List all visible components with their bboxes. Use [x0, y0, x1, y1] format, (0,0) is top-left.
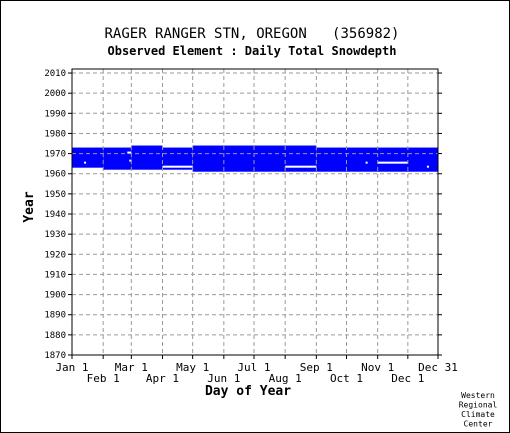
y-tick-label-1970: 1970 [44, 150, 66, 160]
y-tick-label-1980: 1980 [44, 129, 66, 139]
data-block-3 [131, 145, 163, 170]
y-tick-label-1940: 1940 [44, 210, 66, 220]
x-axis-label: Day of Year [205, 384, 291, 399]
x-tick-label-91: Apr 1 [146, 372, 179, 385]
credit-line-4: Center [464, 420, 493, 429]
x-tick-label-121: May 1 [176, 361, 209, 374]
y-tick-label-1960: 1960 [44, 170, 66, 180]
x-tick-label-274: Oct 1 [330, 372, 363, 385]
plot-area: 1870 1880 1890 1900 1910 1920 1930 1940 1950 1960… [44, 68, 458, 385]
data-gap-1 [84, 161, 87, 164]
x-tick-label-244: Sep 1 [300, 361, 333, 374]
chart-subtitle: Observed Element : Daily Total Snowdepth [108, 44, 397, 58]
data-gap-7 [377, 161, 408, 164]
data-gap-8 [426, 165, 429, 168]
y-tick-label-1920: 1920 [44, 250, 66, 260]
x-tick-label-305: Nov 1 [361, 361, 394, 374]
x-tick-label-335: Dec 1 [391, 372, 424, 385]
data-gap-4 [162, 165, 193, 168]
data-block-2 [103, 147, 132, 170]
credit-line-2: Regional [459, 401, 498, 410]
y-tick-label-1930: 1930 [44, 230, 66, 240]
data-block-4 [162, 147, 193, 170]
y-tick-label-2010: 2010 [44, 69, 66, 79]
y-tick-label-1890: 1890 [44, 311, 66, 321]
y-axis-label: Year [22, 191, 37, 222]
x-tick-label-365: Dec 31 [418, 361, 458, 374]
y-tick-label-2000: 2000 [44, 89, 66, 99]
data-gap-5 [285, 165, 317, 168]
chart-title: RAGER RANGER STN, OREGON (356982) [104, 26, 399, 42]
data-block-1 [72, 147, 104, 168]
y-tick-label-1910: 1910 [44, 270, 66, 280]
data-gap-2 [127, 151, 132, 154]
x-tick-label-152: Jun 1 [207, 372, 240, 385]
x-tick-label-32: Feb 1 [87, 372, 120, 385]
y-tick-label-1950: 1950 [44, 190, 66, 200]
y-tick-label-1880: 1880 [44, 331, 66, 341]
y-tick-label-1900: 1900 [44, 291, 66, 301]
plot-frame [71, 68, 439, 356]
credit-line-3: Climate [461, 410, 495, 419]
y-tick-label-1990: 1990 [44, 109, 66, 119]
data-block-6 [316, 147, 438, 172]
data-gap-3 [129, 159, 132, 162]
y-tick-label-1870: 1870 [44, 351, 66, 361]
x-tick-label-213: Aug 1 [269, 372, 302, 385]
plot-background [72, 69, 438, 355]
x-tick-label-182: Jul 1 [237, 361, 270, 374]
credit-line-1: Western [461, 391, 495, 400]
data-block-5 [192, 145, 317, 172]
x-tick-label-1: Jan 1 [55, 361, 88, 374]
data-gap-6 [365, 161, 368, 164]
x-tick-label-60: Mar 1 [115, 361, 148, 374]
